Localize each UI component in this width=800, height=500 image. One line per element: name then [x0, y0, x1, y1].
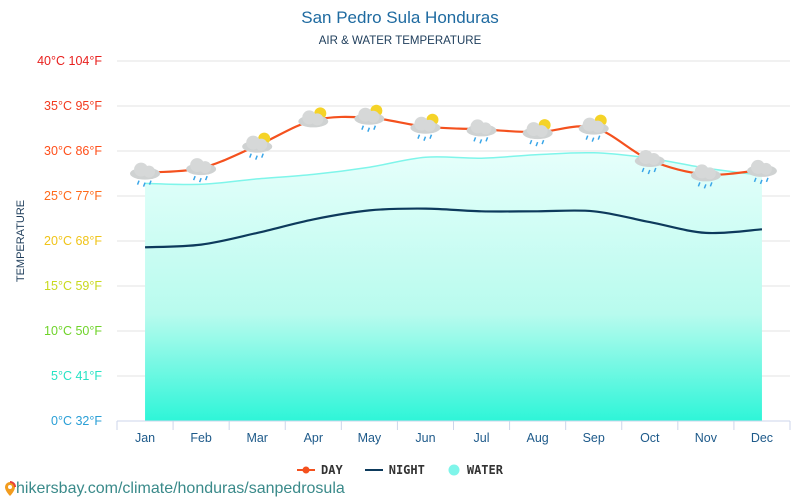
- rain-cloud-icon: [634, 150, 665, 175]
- cloud-shape: [199, 161, 212, 174]
- cloud-shape: [647, 153, 660, 165]
- water-circle-icon: [448, 464, 460, 476]
- rain-drop: [585, 135, 589, 140]
- rain-drop: [255, 155, 258, 160]
- footer-link[interactable]: hikersbay.com/climate/honduras/sanpedros…: [4, 480, 345, 498]
- day-line-icon: [297, 466, 316, 474]
- x-tick-label: Feb: [190, 431, 212, 445]
- sun-rain-cloud-icon: [410, 113, 441, 141]
- rain-drop: [647, 169, 651, 175]
- rain-drop: [204, 175, 208, 181]
- x-tick-label: Jun: [415, 431, 435, 445]
- x-tick-label: May: [358, 431, 382, 445]
- cloud-shape: [759, 162, 772, 175]
- sun-rain-cloud-icon: [522, 119, 553, 147]
- legend-night-label: NIGHT: [388, 463, 425, 477]
- cloud-shape: [423, 119, 436, 132]
- x-tick-label: Mar: [246, 431, 268, 445]
- legend-day-label: DAY: [321, 463, 343, 477]
- rain-drop: [697, 182, 701, 187]
- y-tick-label: 0°C 32°F: [51, 414, 102, 428]
- legend: DAY NIGHT WATER: [0, 463, 800, 477]
- sun-rain-cloud-icon: [354, 104, 385, 132]
- rain-drop: [136, 180, 140, 185]
- rain-cloud-icon: [690, 164, 721, 189]
- legend-night[interactable]: NIGHT: [364, 463, 425, 477]
- chart-title: San Pedro Sula Honduras: [301, 8, 499, 27]
- x-tick-label: Aug: [527, 431, 549, 445]
- cloud-shape: [255, 138, 268, 151]
- rain-drop: [703, 184, 707, 189]
- y-tick-label: 35°C 95°F: [44, 99, 102, 113]
- rain-drop: [485, 137, 489, 142]
- rain-drop: [192, 175, 196, 181]
- rain-drop: [148, 180, 152, 185]
- rain-drop: [641, 167, 645, 173]
- cloud-shape: [479, 122, 492, 135]
- y-axis-label: TEMPERATURE: [15, 200, 27, 282]
- y-tick-label: 25°C 77°F: [44, 189, 102, 203]
- water-area: [145, 152, 762, 421]
- rain-drop: [417, 134, 421, 139]
- y-tick-label: 30°C 86°F: [44, 144, 102, 158]
- rain-drop: [261, 153, 264, 158]
- x-tick-label: Sep: [583, 431, 605, 445]
- sun-rain-cloud-icon: [578, 114, 609, 142]
- x-tick-label: Jul: [474, 431, 490, 445]
- rain-drop: [423, 136, 427, 141]
- night-line-icon: [364, 469, 383, 471]
- rain-drop: [361, 125, 365, 130]
- x-tick-label: Apr: [304, 431, 323, 445]
- cloud-shape: [143, 165, 156, 178]
- y-tick-label: 10°C 50°F: [44, 324, 102, 338]
- rain-drop: [473, 137, 477, 142]
- rain-drop: [529, 139, 533, 145]
- rain-drop: [541, 139, 545, 145]
- footer-url: hikersbay.com/climate/honduras/sanpedros…: [16, 480, 345, 497]
- cloud-shape: [703, 167, 716, 180]
- y-tick-label: 40°C 104°F: [37, 54, 102, 68]
- rain-drop: [142, 182, 146, 187]
- x-tick-label: Jan: [135, 431, 155, 445]
- y-tick-label: 20°C 68°F: [44, 234, 102, 248]
- rain-drop: [759, 179, 763, 185]
- cloud-shape: [367, 110, 380, 123]
- rain-drop: [753, 177, 757, 183]
- cloud-shape: [311, 113, 324, 126]
- y-tick-label: 15°C 59°F: [44, 279, 102, 293]
- rain-drop: [198, 177, 202, 183]
- rain-cloud-icon: [746, 159, 777, 185]
- sun-cloud-icon: [298, 107, 329, 128]
- rain-drop: [249, 153, 252, 158]
- rain-drop: [535, 141, 539, 147]
- sun-rain-cloud-icon: [242, 132, 273, 160]
- rain-cloud-icon: [186, 158, 217, 183]
- x-tick-label: Dec: [751, 431, 773, 445]
- rain-drop: [479, 139, 483, 144]
- cloud-shape: [591, 120, 604, 133]
- rain-drop: [653, 167, 657, 173]
- rain-drop: [765, 177, 769, 183]
- night-line: [144, 207, 763, 249]
- rain-drop: [591, 137, 595, 142]
- map-pin-icon: [5, 481, 16, 496]
- rain-cloud-icon: [130, 162, 161, 187]
- legend-water-label: WATER: [466, 463, 503, 477]
- rain-drop: [429, 134, 433, 139]
- rain-cloud-icon: [466, 119, 497, 144]
- rain-drop: [373, 125, 377, 130]
- legend-day[interactable]: DAY: [297, 463, 343, 477]
- rain-drop: [367, 127, 371, 132]
- rain-drop: [709, 182, 713, 187]
- legend-water[interactable]: WATER: [447, 463, 503, 477]
- rain-drop: [597, 135, 601, 140]
- chart-subtitle: AIR & WATER TEMPERATURE: [318, 35, 482, 47]
- cloud-shape: [535, 125, 548, 138]
- x-tick-label: Nov: [695, 431, 718, 445]
- x-tick-label: Oct: [640, 431, 660, 445]
- y-tick-label: 5°C 41°F: [51, 369, 102, 383]
